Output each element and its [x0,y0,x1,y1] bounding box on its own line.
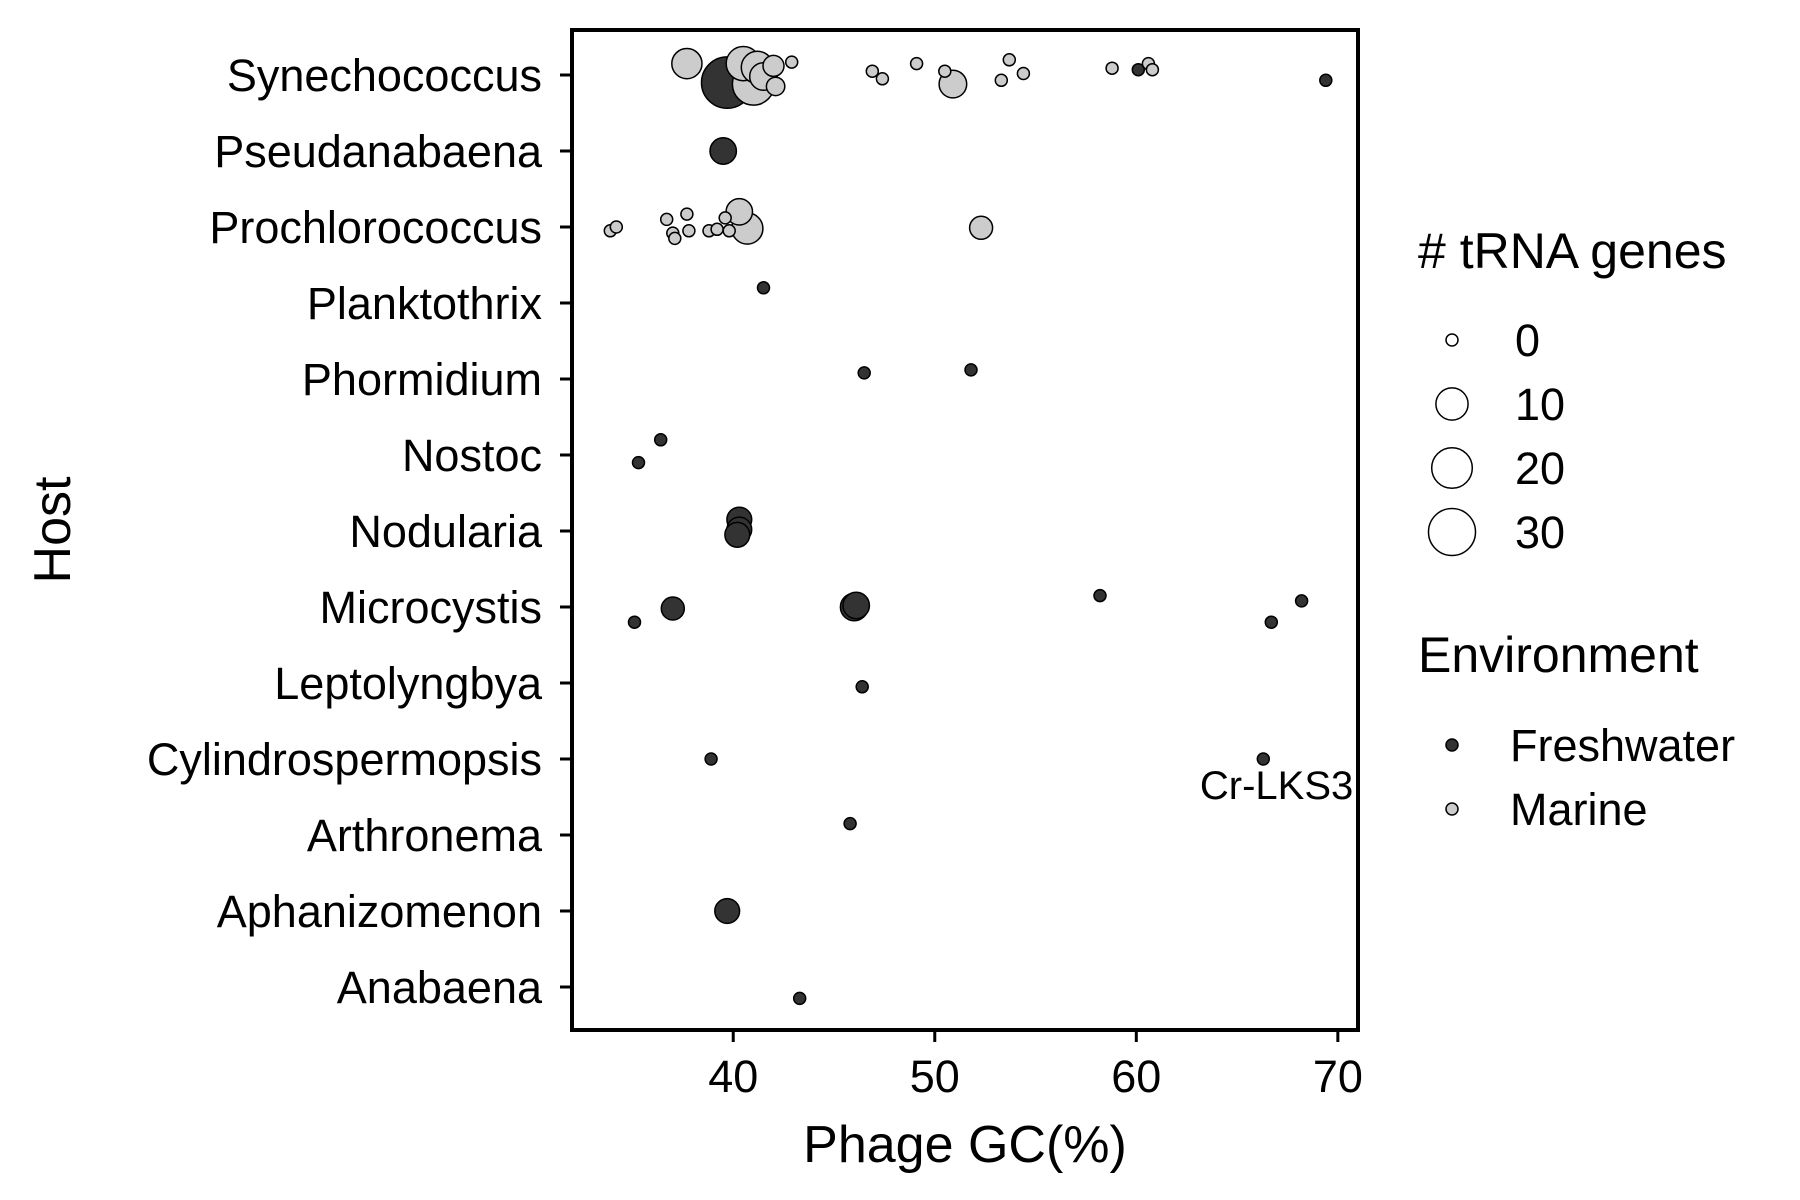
y-tick-label: Nostoc [402,430,542,481]
size-legend-label: 10 [1515,379,1565,430]
data-point [855,680,869,694]
data-point [843,816,857,831]
x-tick-label: 40 [708,1051,758,1102]
data-point [756,281,771,295]
y-tick-label: Phormidium [302,354,542,405]
data-point [609,220,624,234]
y-tick-label: Leptolyngbya [274,658,543,709]
data-point [1319,73,1333,88]
y-tick-label: Microcystis [320,582,543,633]
data-point [994,73,1009,88]
size-legend-label: 0 [1515,315,1540,366]
data-point [1105,61,1119,75]
color-legend-key [1445,738,1459,752]
color-legend-label: Marine [1510,784,1648,835]
data-point [710,222,724,237]
data-point [1131,62,1146,77]
data-point [1294,594,1309,608]
color-legend-label: Freshwater [1510,720,1735,771]
data-point [909,56,924,71]
data-point [680,207,694,221]
data-point [938,64,952,78]
y-tick-label: Synechococcus [227,50,542,101]
y-axis-title: Host [24,476,82,583]
y-tick-label: Aphanizomenon [217,886,542,937]
data-point [964,363,978,377]
y-tick-label: Nodularia [349,506,543,557]
color-legend-items: Freshwater Marine [1445,720,1735,835]
data-point [714,897,741,925]
data-point [659,212,674,227]
y-tick-label: Pseudanabaena [214,126,543,177]
data-point [842,591,871,620]
data-point [722,224,736,238]
x-axis-title: Phage GC(%) [803,1116,1127,1174]
x-tick-label: 60 [1111,1051,1161,1102]
data-point [968,215,994,241]
data-point [653,433,668,447]
y-tick-label: Anabaena [337,962,543,1013]
size-legend-key [1430,446,1474,490]
x-axis: 40 50 60 70 [708,1030,1363,1102]
point-annotation: Cr-LKS3 [1200,764,1353,808]
y-tick-label: Cylindrospermopsis [147,734,542,785]
legend: # tRNA genes 0 10 20 30 Environment Freshwa… [1418,223,1735,835]
data-point [1002,53,1017,67]
color-legend-key [1445,802,1459,816]
data-point [762,54,785,78]
data-point [627,615,642,629]
data-point [765,76,786,97]
data-point [857,366,871,380]
data-point [792,991,807,1006]
data-point [671,47,703,80]
data-point [724,521,751,548]
points-layer [603,45,1333,1006]
x-tick-label: 70 [1313,1051,1363,1102]
size-legend-key [1427,507,1477,557]
data-point [631,455,646,470]
y-tick-label: Planktothrix [307,278,543,329]
data-point [1256,752,1271,766]
data-point [784,55,799,69]
data-point [660,596,686,621]
annotation-layer: Cr-LKS3 [1200,764,1353,808]
data-point [718,211,732,225]
size-legend-key [1445,333,1459,347]
size-legend-title: # tRNA genes [1418,223,1727,279]
data-point [875,72,890,86]
size-legend-items: 0 10 20 30 [1427,315,1565,558]
data-point [1093,588,1107,603]
data-point [1016,66,1031,81]
y-axis: Synechococcus Pseudanabaena Prochlorococcu… [147,50,572,1013]
x-tick-label: 50 [910,1051,960,1102]
size-legend-label: 20 [1515,443,1565,494]
data-point [668,231,682,246]
data-point [704,752,718,766]
size-legend-label: 30 [1515,507,1565,558]
y-tick-label: Arthronema [307,810,543,861]
data-point [682,224,696,238]
color-legend-title: Environment [1418,627,1699,683]
y-tick-label: Prochlorococcus [209,202,542,253]
data-point [709,137,738,165]
plot-frame [570,28,1360,1032]
data-point [1264,615,1279,629]
data-point [1145,62,1160,77]
data-point [865,64,880,78]
size-legend-key [1435,387,1469,421]
